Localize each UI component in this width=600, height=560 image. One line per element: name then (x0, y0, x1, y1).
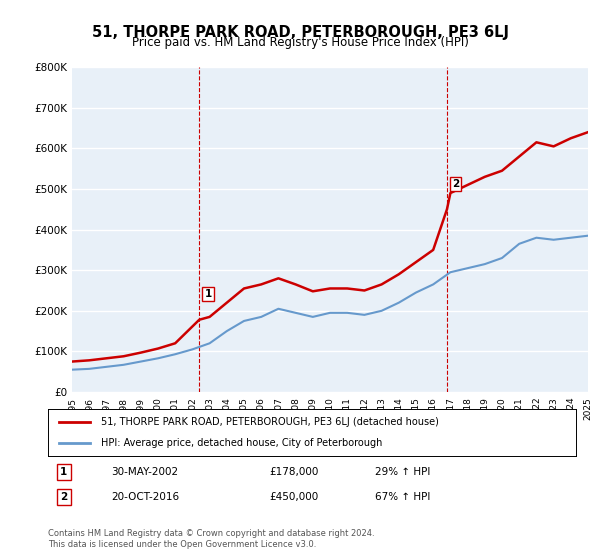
Text: £450,000: £450,000 (270, 492, 319, 502)
Text: HPI: Average price, detached house, City of Peterborough: HPI: Average price, detached house, City… (101, 438, 382, 448)
Text: 67% ↑ HPI: 67% ↑ HPI (376, 492, 431, 502)
Text: £178,000: £178,000 (270, 467, 319, 477)
Text: 2: 2 (452, 179, 460, 189)
Text: 29% ↑ HPI: 29% ↑ HPI (376, 467, 431, 477)
Text: 2: 2 (60, 492, 67, 502)
Text: 1: 1 (60, 467, 67, 477)
Text: 51, THORPE PARK ROAD, PETERBOROUGH, PE3 6LJ: 51, THORPE PARK ROAD, PETERBOROUGH, PE3 … (91, 25, 509, 40)
Text: 30-MAY-2002: 30-MAY-2002 (112, 467, 178, 477)
Text: Price paid vs. HM Land Registry's House Price Index (HPI): Price paid vs. HM Land Registry's House … (131, 36, 469, 49)
Text: 1: 1 (205, 290, 212, 300)
Text: 51, THORPE PARK ROAD, PETERBOROUGH, PE3 6LJ (detached house): 51, THORPE PARK ROAD, PETERBOROUGH, PE3 … (101, 417, 439, 427)
Text: Contains HM Land Registry data © Crown copyright and database right 2024.
This d: Contains HM Land Registry data © Crown c… (48, 529, 374, 549)
Text: 20-OCT-2016: 20-OCT-2016 (112, 492, 179, 502)
